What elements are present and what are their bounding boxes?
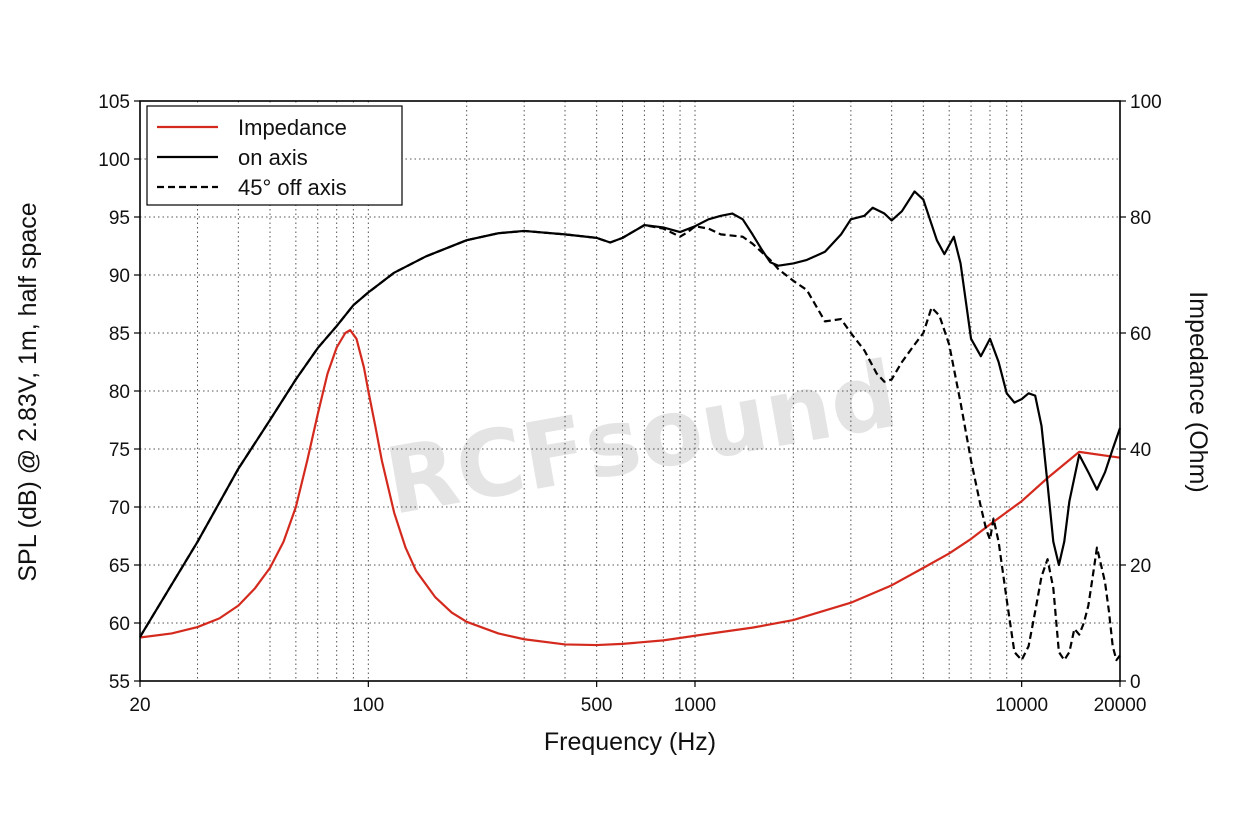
x-axis-ticks: 20 100 500 1000 10000 20000 [129,681,1146,716]
y2-axis-title: Impedance (Ohm) [1184,291,1212,492]
y2-tick-label: 0 [1130,672,1141,693]
y2-tick-label: 80 [1130,208,1151,229]
x-tick-label: 500 [581,695,613,716]
y2-tick-label: 60 [1130,324,1151,345]
y2-axis-ticks: 0 20 40 60 80 100 [1120,92,1162,693]
y2-tick-label: 100 [1130,92,1162,113]
x-tick-label: 20000 [1094,695,1147,716]
legend-label-45-off-axis: 45° off axis [238,175,347,200]
y-tick-label: 80 [109,382,130,403]
x-tick-label: 10000 [995,695,1048,716]
legend: Impedance on axis 45° off axis [146,105,403,206]
series-line-45-off-axis [139,224,1121,662]
series-line-on-axis [139,190,1122,638]
y-axis-title: SPL (dB) @ 2.83V, 1m, half space [14,202,42,581]
legend-label-impedance: Impedance [238,115,347,140]
y2-tick-label: 20 [1130,556,1151,577]
y-tick-label: 70 [109,498,130,519]
y-tick-label: 100 [98,150,130,171]
x-tick-label: 20 [129,695,150,716]
legend-box [146,105,403,206]
y2-tick-label: 40 [1130,440,1151,461]
x-tick-label: 1000 [674,695,716,716]
x-tick-label: 100 [352,695,384,716]
y-tick-label: 105 [98,92,130,113]
watermark-text: RCFsound [378,341,905,536]
series-line-impedance [139,329,1121,647]
y-tick-label: 95 [109,208,130,229]
y-tick-label: 90 [109,266,130,287]
y-tick-label: 85 [109,324,130,345]
x-axis-title: Frequency (Hz) [544,728,716,756]
y-axis-ticks: 55 60 65 70 75 80 85 90 95 100 105 [98,92,140,693]
y-tick-label: 75 [109,440,130,461]
series-layer [139,190,1122,662]
y-tick-label: 60 [109,614,130,635]
watermark: RCFsound [378,341,905,536]
legend-label-on-axis: on axis [238,145,308,170]
y-tick-label: 65 [109,556,130,577]
y-tick-label: 55 [109,672,130,693]
